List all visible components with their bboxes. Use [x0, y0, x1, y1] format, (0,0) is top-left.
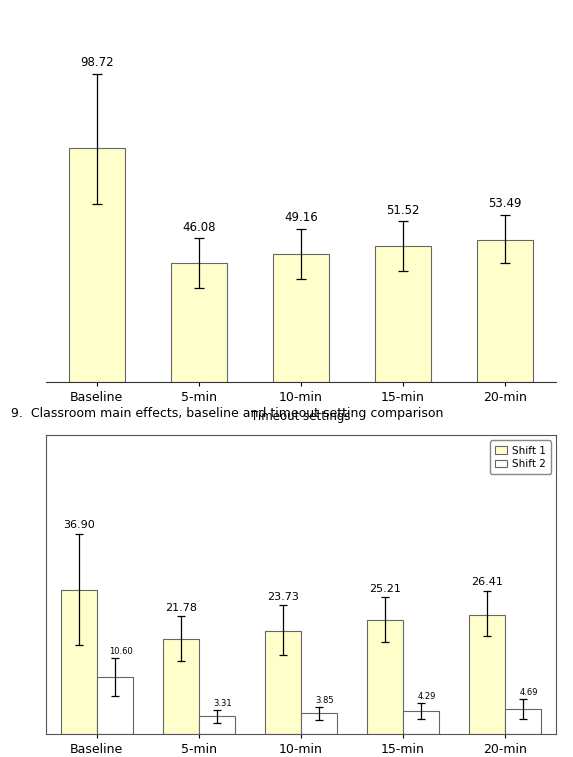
Text: 53.49: 53.49 — [488, 198, 521, 210]
Bar — [301, 713, 336, 734]
Bar — [469, 615, 505, 734]
Bar — [367, 620, 403, 734]
Legend: Shift 1, Shift 2: Shift 1, Shift 2 — [490, 441, 551, 474]
Bar — [265, 631, 301, 734]
Text: 98.72: 98.72 — [80, 56, 113, 69]
Text: 36.90: 36.90 — [63, 520, 95, 531]
Bar — [403, 711, 438, 734]
X-axis label: Timeout settings: Timeout settings — [251, 410, 351, 423]
Bar — [171, 263, 227, 382]
Bar — [273, 254, 329, 382]
Text: 46.08: 46.08 — [182, 220, 215, 233]
Bar — [97, 677, 132, 734]
Text: 9.  Classroom main effects, baseline and timeout setting comparison: 9. Classroom main effects, baseline and … — [11, 407, 444, 420]
Bar — [61, 590, 97, 734]
Text: 25.21: 25.21 — [369, 584, 401, 594]
Text: 10.60: 10.60 — [109, 647, 133, 656]
Text: 26.41: 26.41 — [471, 578, 503, 587]
Bar — [163, 639, 199, 734]
Bar — [69, 148, 125, 382]
Text: 3.85: 3.85 — [316, 696, 334, 706]
Text: 23.73: 23.73 — [267, 592, 299, 602]
Bar — [375, 246, 431, 382]
Bar — [505, 709, 540, 734]
Text: 21.78: 21.78 — [165, 603, 197, 612]
Text: 4.69: 4.69 — [520, 688, 538, 697]
Text: 51.52: 51.52 — [386, 204, 419, 217]
Bar — [477, 240, 533, 382]
Text: 3.31: 3.31 — [214, 699, 232, 708]
Text: 4.29: 4.29 — [418, 692, 436, 701]
Text: 49.16: 49.16 — [284, 211, 317, 224]
Bar — [199, 716, 234, 734]
